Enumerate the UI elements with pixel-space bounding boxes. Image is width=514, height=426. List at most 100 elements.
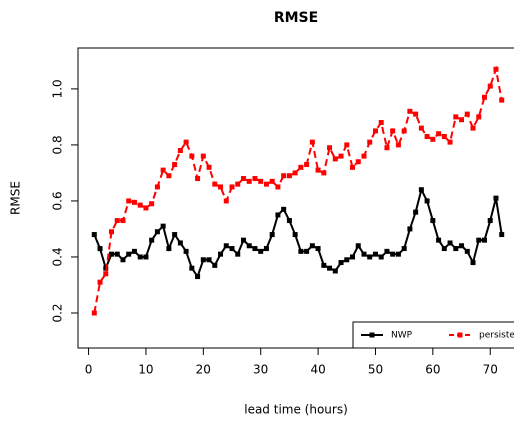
point	[390, 128, 396, 134]
point	[470, 260, 476, 266]
point	[372, 128, 378, 134]
y-tick-label: 0.2	[51, 303, 65, 322]
point	[413, 209, 419, 215]
point	[407, 226, 413, 232]
point	[298, 164, 304, 170]
point	[229, 184, 235, 190]
point	[183, 248, 189, 254]
point	[355, 159, 361, 165]
point	[246, 243, 252, 249]
x-tick-label: 10	[138, 363, 153, 377]
point	[441, 134, 447, 140]
point	[109, 251, 115, 257]
point	[189, 265, 195, 271]
point	[281, 173, 287, 179]
point	[407, 108, 413, 114]
point	[315, 246, 321, 252]
point	[269, 232, 275, 238]
point	[384, 248, 390, 254]
point	[464, 248, 470, 254]
x-tick-label: 70	[483, 363, 498, 377]
point	[395, 142, 401, 148]
chart-title: RMSE	[274, 10, 318, 26]
point	[240, 176, 246, 182]
point	[355, 243, 361, 249]
point	[372, 251, 378, 257]
point	[459, 117, 465, 123]
y-tick-label: 0.6	[51, 191, 65, 210]
point	[447, 139, 453, 145]
point	[424, 198, 430, 204]
legend-point	[369, 332, 375, 338]
point	[321, 262, 327, 268]
point	[269, 178, 275, 184]
point	[177, 240, 183, 246]
point	[218, 251, 224, 257]
point	[286, 173, 292, 179]
point	[114, 218, 120, 224]
legend-point	[457, 332, 463, 338]
point	[292, 170, 298, 176]
point	[298, 248, 304, 254]
point	[263, 246, 269, 252]
point	[481, 237, 487, 243]
x-tick-label: 20	[196, 363, 211, 377]
point	[281, 206, 287, 212]
point	[172, 162, 178, 168]
x-tick-label: 40	[310, 363, 325, 377]
point	[487, 83, 493, 89]
point	[464, 111, 470, 117]
point	[120, 257, 126, 263]
point	[235, 181, 241, 187]
point	[166, 246, 172, 252]
point	[350, 254, 356, 260]
point	[218, 184, 224, 190]
point	[487, 218, 493, 224]
point	[246, 178, 252, 184]
point	[424, 134, 430, 140]
point	[126, 251, 132, 257]
point	[206, 164, 212, 170]
point	[160, 167, 166, 173]
point	[395, 251, 401, 257]
point	[344, 142, 350, 148]
point	[338, 260, 344, 266]
point	[160, 223, 166, 229]
point	[275, 184, 281, 190]
point	[223, 198, 229, 204]
point	[258, 248, 264, 254]
point	[499, 97, 505, 103]
point	[378, 120, 384, 126]
point	[401, 246, 407, 252]
point	[378, 254, 384, 260]
point	[143, 254, 149, 260]
plot-area	[91, 65, 505, 316]
point	[195, 274, 201, 280]
point	[286, 218, 292, 224]
point	[350, 164, 356, 170]
x-tick-label: 60	[425, 363, 440, 377]
point	[200, 153, 206, 159]
point	[229, 246, 235, 252]
point	[401, 128, 407, 134]
point	[476, 114, 482, 120]
point	[200, 257, 206, 263]
point	[304, 162, 310, 168]
point	[97, 279, 103, 285]
point	[367, 254, 373, 260]
point	[304, 248, 310, 254]
point	[436, 131, 442, 137]
point	[137, 202, 143, 208]
plot-frame	[77, 47, 514, 349]
point	[493, 195, 499, 201]
point	[195, 176, 201, 182]
point	[240, 237, 246, 243]
point	[212, 262, 218, 268]
x-axis-label: lead time (hours)	[244, 403, 348, 417]
point	[453, 246, 459, 252]
point	[91, 232, 97, 238]
point	[252, 176, 258, 182]
y-tick-label: 0.4	[51, 247, 65, 266]
point	[499, 232, 505, 238]
point	[453, 114, 459, 120]
